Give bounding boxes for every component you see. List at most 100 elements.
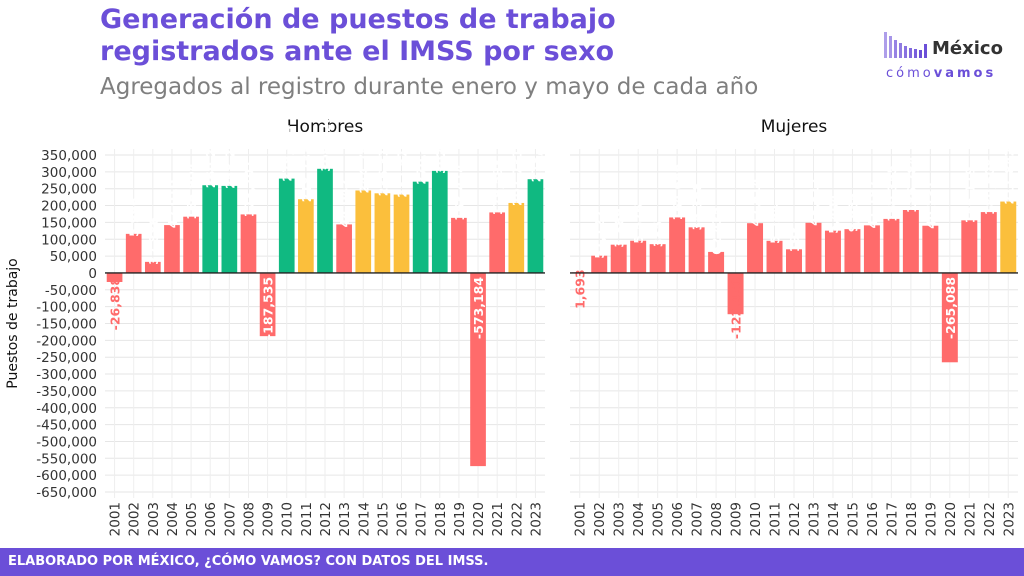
- x-tick-label: 2008: [709, 502, 725, 536]
- panel-title: Mujeres: [761, 117, 828, 137]
- bar-value-label: 236,318: [375, 139, 390, 196]
- bar: [669, 217, 686, 273]
- y-tick-label: -500,000: [36, 434, 97, 450]
- logo-subtitle: cómovamos: [886, 66, 997, 81]
- bar-value-label: 186,784: [904, 156, 919, 213]
- bar: [610, 244, 627, 273]
- y-tick-label: -450,000: [36, 418, 97, 434]
- bar: [747, 223, 764, 273]
- panel-mujeres: Mujeres 1,693 51,122 3,869 5,576 385 164,666 35…: [570, 117, 1018, 536]
- bar: [766, 240, 783, 273]
- bar: [980, 212, 997, 273]
- bar: [202, 185, 219, 273]
- bar-value-label: -265,088: [943, 277, 958, 339]
- x-tick-label: 2013: [337, 502, 353, 536]
- bar: [278, 178, 295, 273]
- bar-value-label: 41,197: [865, 180, 880, 228]
- x-tick-label: 2006: [670, 502, 686, 536]
- bar: [221, 185, 238, 273]
- bar-value-label: 180,608: [982, 158, 997, 215]
- bar-value-label: 1,693: [573, 269, 588, 309]
- bar: [106, 272, 123, 282]
- bar-value-label: 5,576: [631, 204, 646, 244]
- bar: [489, 212, 506, 273]
- bar-value-label: 166,904: [184, 162, 199, 219]
- bar-value-label: -187,535: [261, 277, 276, 339]
- bar: [336, 224, 352, 273]
- bar-value-label: 278,171: [528, 125, 543, 182]
- bar: [317, 168, 333, 273]
- x-tick-label: 2005: [651, 502, 667, 536]
- bar-value-label: 260,284: [203, 131, 218, 188]
- bar: [786, 249, 802, 273]
- y-tick-label: 300,000: [41, 165, 97, 181]
- x-tick-label: 2017: [884, 502, 900, 536]
- footer: ELABORADO POR MÉXICO, ¿CÓMO VAMOS? CON D…: [0, 548, 1024, 576]
- x-tick-label: 2016: [395, 502, 411, 536]
- panel-title: Hombres: [287, 117, 364, 137]
- x-tick-label: 2023: [1001, 502, 1017, 536]
- bar: [708, 251, 725, 273]
- bar: [844, 229, 861, 273]
- y-tick-label: -100,000: [36, 300, 97, 316]
- chart-title: Generación de puestos de trabajo registr…: [100, 4, 616, 67]
- bar-value-label: 51,122: [592, 210, 607, 258]
- x-tick-label: 2015: [845, 502, 861, 536]
- bar-value-label: 385: [651, 221, 666, 247]
- bar: [824, 230, 841, 273]
- bar: [727, 272, 744, 315]
- x-tick-label: 2009: [729, 502, 745, 536]
- x-tick-label: 2017: [414, 502, 430, 536]
- bar-value-label: 9,955: [845, 193, 860, 233]
- bar: [922, 225, 939, 273]
- x-tick-label: 2004: [165, 502, 181, 536]
- bar-value-label: 211,842: [1001, 148, 1016, 205]
- x-tick-label: 2005: [184, 502, 200, 536]
- y-tick-label: -600,000: [36, 468, 97, 484]
- bar: [393, 194, 410, 273]
- x-tick-label: 2002: [127, 502, 143, 536]
- y-tick-label: -50,000: [45, 283, 97, 299]
- bar-value-label: 44,042: [337, 179, 352, 227]
- bar-value-label: -122,450: [729, 277, 744, 339]
- y-tick-label: 0: [88, 266, 97, 282]
- y-tick-label: -250,000: [36, 350, 97, 366]
- bar-value-label: 164,666: [670, 163, 685, 220]
- bar-value-label: 270,846: [414, 127, 429, 184]
- bar: [902, 210, 919, 273]
- y-tick-label: 200,000: [41, 199, 97, 215]
- x-tick-label: 2010: [748, 502, 764, 536]
- x-tick-label: 2016: [865, 502, 881, 536]
- x-tick-label: 2007: [222, 502, 238, 536]
- bar: [805, 222, 822, 273]
- bar-value-label: 232,572: [395, 141, 410, 198]
- x-tick-label: 2011: [299, 502, 315, 536]
- y-tick-label: 250,000: [41, 182, 97, 198]
- x-tick-label: 2020: [471, 502, 487, 536]
- mexico-como-vamos-logo: México cómovamos: [880, 28, 1010, 86]
- x-tick-label: 2022: [509, 502, 525, 536]
- bar-value-label: 156,119: [962, 166, 977, 223]
- bar-value-label: 279,934: [280, 124, 295, 181]
- chart-subtitle: Agregados al registro durante enero y ma…: [100, 74, 759, 100]
- bar-value-label: 309,028: [318, 115, 333, 172]
- bar-value-label: -26,838: [108, 277, 123, 330]
- logo-word: México: [932, 38, 1003, 59]
- x-tick-label: 2020: [943, 502, 959, 536]
- y-tick-label: 150,000: [41, 215, 97, 231]
- x-tick-label: 2001: [573, 502, 589, 536]
- x-tick-label: 2001: [108, 502, 124, 536]
- x-tick-label: 2002: [592, 502, 608, 536]
- bar-value-label: 207,731: [509, 149, 524, 206]
- y-tick-label: -150,000: [36, 317, 97, 333]
- x-tick-label: 2014: [826, 502, 842, 536]
- y-axis-label: Puestos de trabajo: [5, 258, 21, 388]
- x-tick-label: 2009: [261, 502, 277, 536]
- panel-hombres: Hombres -26,838 5,996 32,886 42,010 166,904 26…: [105, 115, 545, 536]
- bar: [649, 244, 666, 273]
- bar-value-label: 258,291: [222, 132, 237, 189]
- bar-value-label: 193: [787, 226, 802, 252]
- bar-value-label: -573,184: [471, 277, 486, 339]
- bar-value-label: 32,886: [146, 216, 161, 265]
- bar-value-label: 163,414: [452, 164, 467, 221]
